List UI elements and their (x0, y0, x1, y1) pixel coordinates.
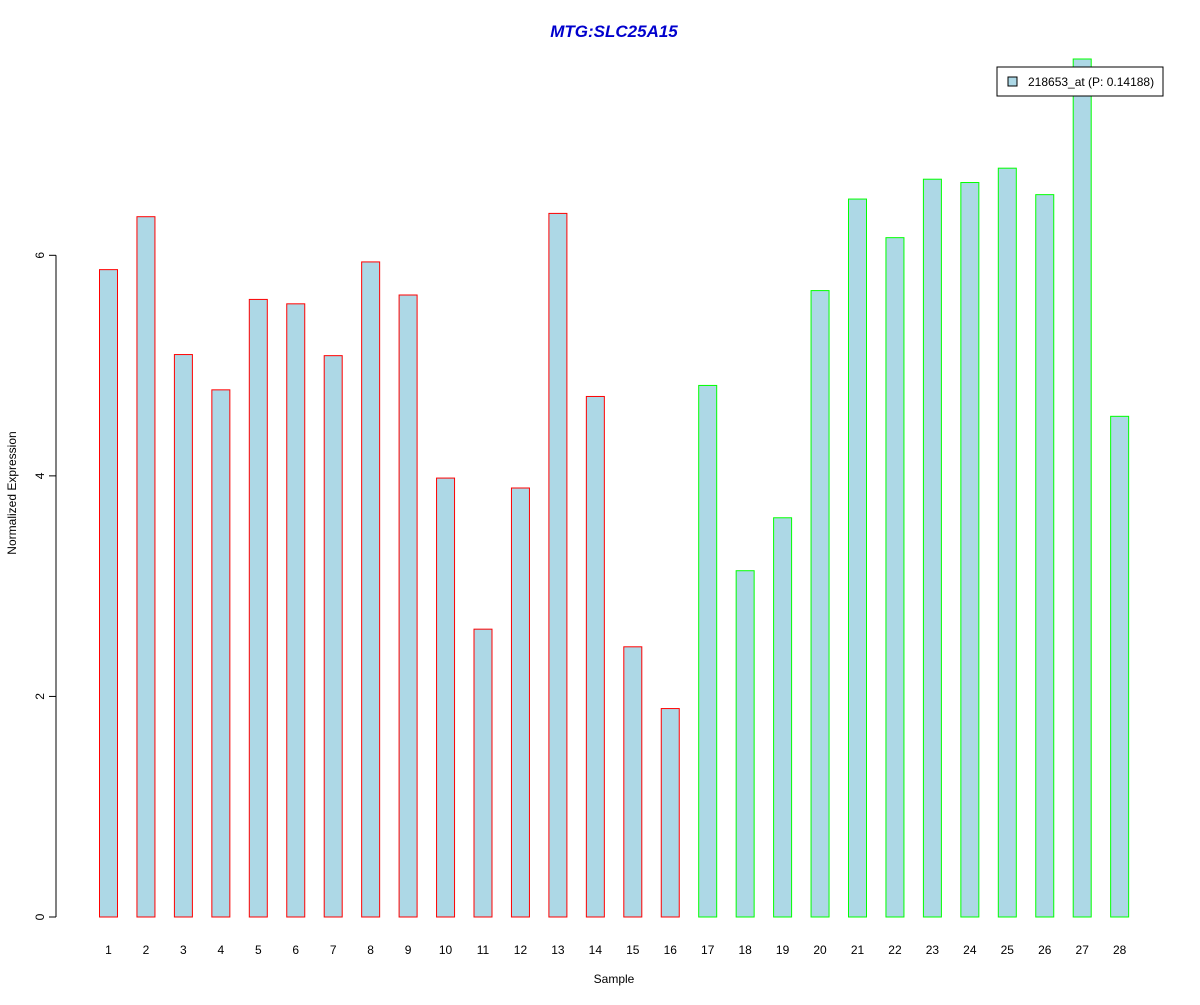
x-tick-label: 13 (551, 943, 565, 957)
bar-sample-28 (1110, 415, 1130, 918)
bar-sample-15 (623, 646, 643, 918)
y-axis-label: Normalized Expression (5, 431, 19, 554)
y-axis: 0 2 4 6 (33, 252, 57, 920)
x-tick-label: 1 (105, 943, 112, 957)
x-tick-label: 3 (180, 943, 187, 957)
x-tick-label: 11 (477, 943, 490, 957)
x-tick-label: 28 (1113, 943, 1127, 957)
bar-sample-10 (436, 477, 456, 918)
x-tick-label: 27 (1076, 943, 1090, 957)
bar-sample-24 (960, 182, 980, 918)
bar-sample-7 (323, 355, 343, 918)
y-tick-label: 4 (33, 472, 47, 479)
bar-sample-19 (773, 517, 793, 918)
bar-sample-17 (698, 384, 718, 918)
x-tick-label: 25 (1001, 943, 1015, 957)
bar-sample-14 (585, 395, 605, 918)
bar-sample-9 (398, 294, 418, 918)
x-tick-label: 22 (888, 943, 902, 957)
x-tick-label: 17 (701, 943, 715, 957)
x-tick-label: 19 (776, 943, 790, 957)
x-tick-label: 15 (626, 943, 640, 957)
bar-sample-6 (286, 303, 306, 918)
bar-sample-16 (660, 708, 680, 918)
bar-sample-4 (211, 389, 231, 918)
bar-sample-20 (810, 290, 830, 918)
x-tick-label: 24 (963, 943, 977, 957)
bar-sample-27 (1072, 58, 1092, 918)
x-tick-label: 6 (292, 943, 299, 957)
bar-sample-11 (473, 628, 493, 918)
x-tick-label: 8 (367, 943, 374, 957)
x-tick-label: 7 (330, 943, 337, 957)
bar-sample-26 (1035, 194, 1055, 918)
bar-sample-2 (136, 216, 156, 918)
x-tick-label: 18 (738, 943, 752, 957)
bar-sample-3 (173, 354, 193, 918)
legend-label: 218653_at (P: 0.14188) (1028, 75, 1154, 89)
bar-sample-22 (885, 237, 905, 918)
y-tick-label: 6 (33, 252, 47, 259)
bar-sample-23 (922, 178, 942, 918)
x-tick-label: 9 (405, 943, 412, 957)
x-tick-label: 16 (664, 943, 678, 957)
x-tick-label: 4 (218, 943, 225, 957)
x-tick-label: 12 (514, 943, 528, 957)
bar-sample-5 (248, 298, 268, 918)
y-tick-label: 0 (33, 913, 47, 920)
legend: 218653_at (P: 0.14188) (996, 66, 1164, 97)
x-tick-label: 5 (255, 943, 262, 957)
x-tick-label: 10 (439, 943, 453, 957)
bar-sample-8 (361, 261, 381, 918)
x-tick-label: 23 (926, 943, 940, 957)
x-axis-label: Sample (594, 972, 635, 986)
bars-group (99, 58, 1130, 918)
bar-sample-13 (548, 212, 568, 918)
y-tick-label: 2 (33, 693, 47, 700)
legend-box (996, 66, 1164, 97)
x-tick-label: 21 (851, 943, 865, 957)
x-tick-label: 20 (813, 943, 827, 957)
chart-title: MTG:SLC25A15 (550, 22, 678, 41)
bar-sample-18 (735, 570, 755, 918)
x-tick-labels: 1 2 3 4 5 6 7 8 9 10 11 12 13 14 15 16 17 18 19 20 21 22 23 24 2… (105, 943, 1126, 957)
legend-swatch (1007, 76, 1018, 87)
bar-sample-1 (99, 269, 118, 918)
x-tick-label: 14 (589, 943, 603, 957)
x-tick-label: 2 (143, 943, 150, 957)
x-tick-label: 26 (1038, 943, 1052, 957)
bar-sample-25 (997, 167, 1017, 918)
bar-sample-21 (848, 198, 867, 918)
bar-sample-12 (510, 487, 530, 918)
